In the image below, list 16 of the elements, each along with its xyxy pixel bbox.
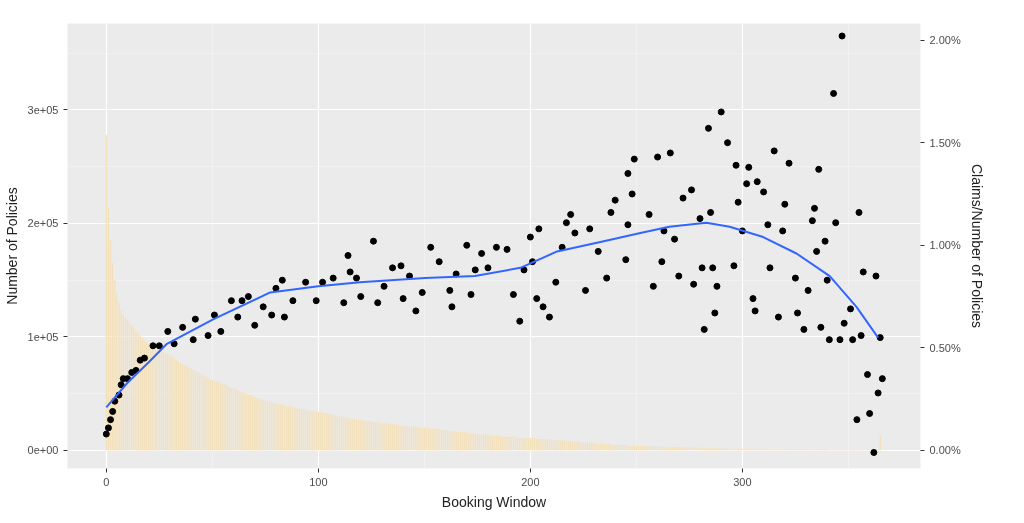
x-tick-label: 100 [309, 475, 328, 488]
y-tick-label: 2e+05 [27, 217, 59, 230]
x-tick-label: 0 [103, 475, 110, 488]
y2-tick-label: 1.00% [929, 239, 961, 252]
y2-tick-label: 0.00% [929, 444, 961, 457]
y-tick-label: 0e+00 [27, 444, 59, 457]
y-axis-title: Number of Policies [3, 187, 20, 305]
x-tick-label: 200 [521, 475, 540, 488]
y2-axis-title: Claims/Number of Policies [968, 163, 985, 329]
y2-tick-label: 0.50% [929, 341, 961, 354]
x-tick-label: 300 [733, 475, 752, 488]
y2-tick-label: 1.50% [929, 136, 961, 149]
y2-tick-label: 2.00% [929, 34, 961, 47]
y-tick-label: 3e+05 [27, 103, 59, 116]
y-tick-label: 1e+05 [27, 330, 59, 343]
x-axis-title: Booking Window [441, 493, 548, 510]
